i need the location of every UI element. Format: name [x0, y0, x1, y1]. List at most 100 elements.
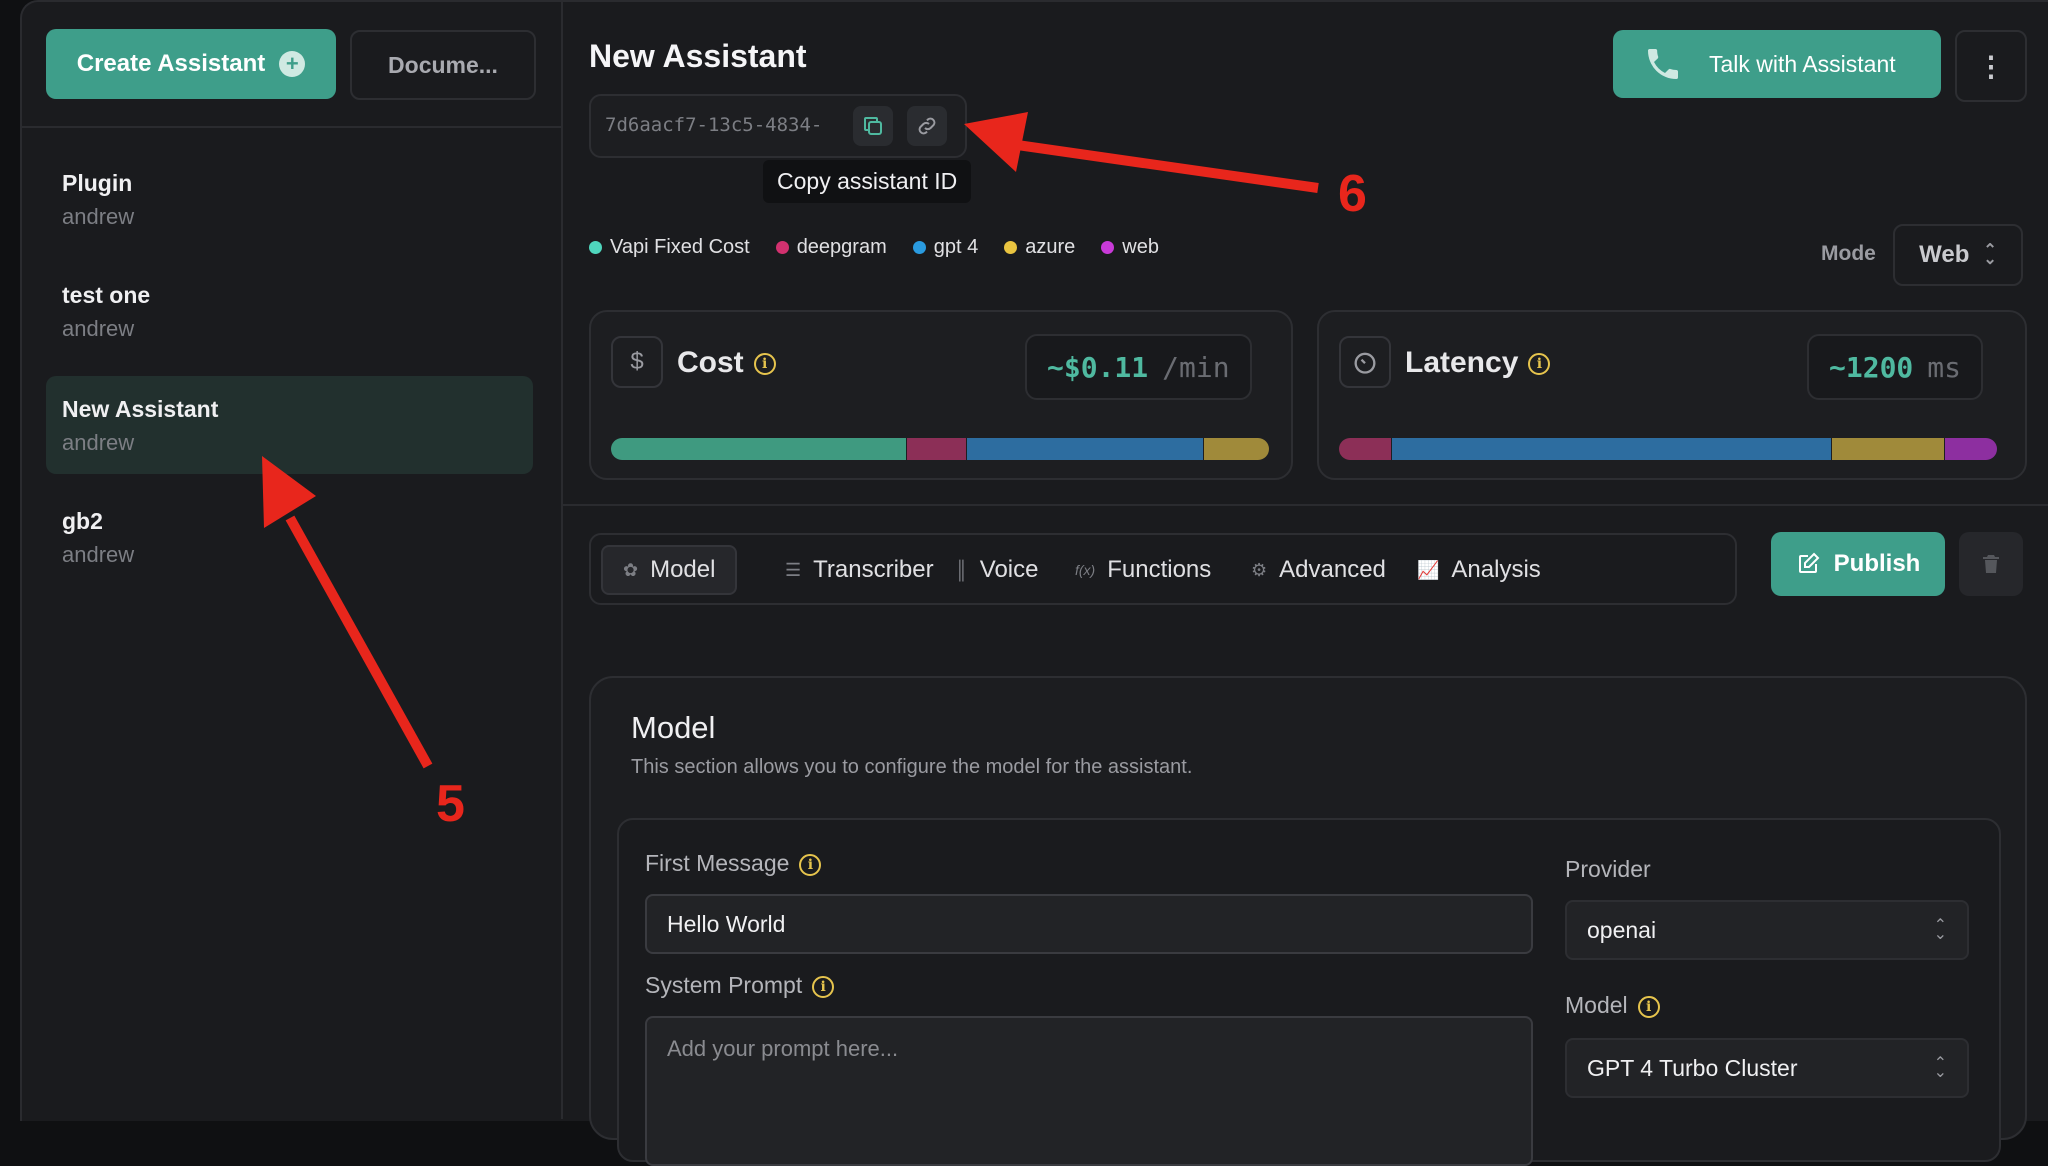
info-icon[interactable]: i: [753, 353, 776, 376]
model-value: GPT 4 Turbo Cluster: [1587, 1054, 1798, 1081]
legend-label: web: [1122, 236, 1159, 258]
waveform-icon: ║: [955, 559, 968, 580]
tab-advanced[interactable]: ⚙ Advanced: [1231, 545, 1406, 595]
latency-card: Latency i ~1200 ms: [1317, 310, 2027, 480]
assistant-owner: andrew: [62, 430, 135, 455]
legend-item: azure: [1004, 236, 1075, 259]
copy-id-button[interactable]: [853, 106, 893, 146]
bar-segment: [1202, 438, 1269, 460]
annotation-arrow-5: [262, 456, 433, 769]
bar-segment: [611, 438, 906, 460]
brain-icon: ✿: [623, 559, 639, 580]
assistant-item-test-one[interactable]: test one andrew: [46, 262, 533, 360]
tab-label: Voice: [979, 556, 1039, 583]
tab-label: Analysis: [1451, 556, 1541, 583]
create-assistant-button[interactable]: Create Assistant +: [46, 29, 336, 99]
publish-button[interactable]: Publish: [1771, 532, 1945, 596]
list-icon: ☰: [785, 559, 802, 580]
tab-analysis[interactable]: 📈 Analysis: [1397, 545, 1561, 595]
latency-value-box: ~1200 ms: [1807, 334, 1984, 400]
cost-unit: /min: [1162, 350, 1230, 384]
latency-breakdown-bar: [1339, 438, 1997, 460]
section-title: Model: [631, 710, 716, 745]
phone-icon: [1648, 49, 1678, 79]
legend-dot: [775, 241, 789, 254]
annotation-arrow-6: [964, 112, 1319, 193]
annotation-overlay: [262, 112, 1319, 769]
more-options-button[interactable]: ⋮: [1955, 30, 2027, 102]
mode-label: Mode: [1821, 242, 1876, 265]
info-icon[interactable]: i: [799, 853, 822, 876]
first-message-value: Hello World: [667, 910, 786, 937]
legend-item: gpt 4: [912, 236, 979, 259]
system-prompt-label: System Prompt i: [645, 972, 835, 999]
assistant-name: New Assistant: [62, 396, 219, 422]
bar-segment: [1339, 438, 1392, 460]
bar-segment: [1943, 438, 1997, 460]
legend-dot: [1101, 241, 1115, 254]
first-message-label-text: First Message: [645, 850, 790, 876]
sidebar: Create Assistant + Docume... Plugin andr…: [20, 0, 563, 1119]
sidebar-header: Create Assistant + Docume...: [20, 0, 561, 128]
latency-label: Latency i: [1405, 346, 1551, 380]
gear-icon: ⚙: [1251, 559, 1268, 580]
cost-value: ~$0.11: [1047, 350, 1149, 384]
assistant-item-new-assistant[interactable]: New Assistant andrew: [46, 376, 533, 474]
info-icon[interactable]: i: [812, 975, 835, 998]
model-label-text: Model: [1565, 992, 1628, 1018]
tab-voice[interactable]: ║ Voice: [935, 545, 1058, 595]
function-icon: f(x): [1075, 562, 1096, 578]
copy-icon: [864, 117, 882, 135]
delete-button[interactable]: [1959, 532, 2023, 596]
system-prompt-label-text: System Prompt: [645, 972, 803, 998]
legend-dot: [1004, 241, 1018, 254]
divider: [563, 504, 2048, 506]
model-config-panel: First Message i Hello World System Prompt…: [617, 818, 2001, 1166]
tab-label: Advanced: [1279, 556, 1386, 583]
info-icon[interactable]: i: [1637, 995, 1660, 1018]
timer-icon: [1339, 336, 1391, 388]
provider-label: Provider: [1565, 856, 1651, 882]
legend-item: deepgram: [775, 236, 887, 259]
provider-select[interactable]: openai ⌃ ⌄: [1565, 900, 1969, 960]
chart-icon: 📈: [1417, 559, 1440, 580]
cost-card: $ Cost i ~$0.11 /min: [589, 310, 1293, 480]
provider-value: openai: [1587, 916, 1657, 943]
edit-icon: [1798, 552, 1820, 573]
page-title: New Assistant: [589, 38, 807, 74]
talk-with-assistant-button[interactable]: Talk with Assistant: [1613, 30, 1941, 98]
docs-button[interactable]: Docume...: [350, 30, 536, 100]
publish-label: Publish: [1833, 550, 1921, 577]
legend-label: gpt 4: [933, 236, 979, 258]
create-assistant-label: Create Assistant: [76, 50, 266, 77]
assistant-name: gb2: [62, 508, 103, 534]
mode-select[interactable]: Web ⌃ ⌄: [1893, 224, 2023, 286]
bar-segment: [1391, 438, 1832, 460]
annotation-label-5: 5: [436, 775, 465, 833]
legend-item: Vapi Fixed Cost: [589, 236, 750, 259]
chevron-up-down-icon: ⌃ ⌄: [1933, 1055, 1947, 1081]
link-icon: [918, 117, 936, 135]
tab-model[interactable]: ✿ Model: [601, 545, 738, 595]
legend-dot: [589, 241, 602, 254]
main-panel: New Assistant 7d6aacf7-13c5-4834- Copy a…: [563, 0, 2048, 1166]
tab-functions[interactable]: f(x) Functions: [1055, 545, 1231, 595]
assistant-item-plugin[interactable]: Plugin andrew: [46, 150, 533, 248]
cost-value-box: ~$0.11 /min: [1025, 334, 1252, 400]
legend-item: web: [1101, 236, 1159, 259]
tab-transcriber[interactable]: ☰ Transcriber: [765, 545, 954, 595]
assistant-name: test one: [62, 282, 151, 308]
tab-bar: ✿ Model ☰ Transcriber ║ Voice f(x) Funct…: [589, 533, 1737, 605]
info-icon[interactable]: i: [1528, 353, 1551, 376]
first-message-label: First Message i: [645, 850, 822, 877]
copy-link-button[interactable]: [907, 106, 947, 146]
chevron-up-down-icon: ⌃ ⌄: [1983, 242, 1997, 268]
trash-icon: [1983, 555, 1999, 573]
cost-label: Cost i: [677, 346, 776, 380]
first-message-input[interactable]: Hello World: [645, 894, 1533, 954]
model-section: Model This section allows you to configu…: [589, 676, 2027, 1166]
model-select[interactable]: GPT 4 Turbo Cluster ⌃ ⌄: [1565, 1038, 1969, 1098]
chevron-up-down-icon: ⌃ ⌄: [1933, 917, 1947, 943]
assistant-item-gb2[interactable]: gb2 andrew: [46, 488, 533, 586]
kebab-menu-icon: ⋮: [1977, 50, 2005, 82]
